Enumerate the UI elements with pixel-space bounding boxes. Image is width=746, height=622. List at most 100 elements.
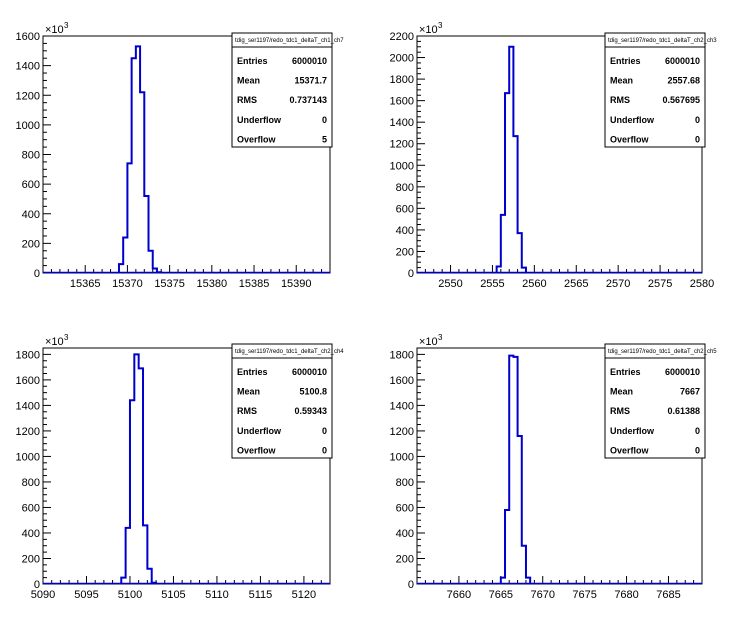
y-tick-label: 600: [22, 179, 40, 191]
x-tick-label: 2555: [480, 278, 504, 290]
y-tick-label: 1800: [390, 74, 414, 86]
stats-label: Entries: [610, 367, 641, 377]
x-tick-label: 7665: [489, 589, 513, 601]
stats-value: 7667: [680, 387, 700, 397]
y-tick-label: 1000: [390, 160, 414, 172]
stats-box-frame: [604, 343, 706, 459]
y-tick-label: 600: [22, 502, 40, 514]
stats-value: 6000010: [292, 56, 327, 66]
y-multiplier-label: ×10: [45, 336, 64, 348]
y-tick-label: 1200: [390, 139, 414, 151]
stats-box: tdig_ser1197/redo_tdc1_deltaT_ch1_ch7 Ent…: [231, 32, 344, 148]
x-tick-label: 2575: [648, 278, 672, 290]
y-tick-label: 1000: [16, 451, 40, 463]
y-tick-label: 1400: [390, 400, 414, 412]
x-tick-label: 15365: [70, 278, 101, 290]
stats-label: RMS: [237, 95, 257, 105]
y-tick-label: 200: [22, 553, 40, 565]
x-tick-label: 7680: [614, 589, 638, 601]
stats-label: Entries: [610, 56, 641, 66]
y-multiplier-label: ×10: [419, 24, 438, 36]
stats-label: Mean: [610, 387, 633, 397]
stats-title: tdig_ser1197/redo_tdc1_deltaT_ch2_ch4: [235, 349, 344, 355]
histogram-panel: 0 200 400 600 800 1000 1200 1400 1600 1800 5090 509…: [16, 333, 345, 601]
stats-value: 0: [322, 445, 327, 455]
stats-value: 0: [322, 426, 327, 436]
x-tick-label: 5115: [249, 589, 273, 601]
y-tick-label: 1600: [390, 96, 414, 108]
y-multiplier-label: ×10: [45, 24, 64, 36]
stats-box-frame: [231, 32, 333, 148]
stats-value: 15371.7: [294, 76, 327, 86]
stats-value: 0: [322, 115, 327, 125]
stats-label: RMS: [237, 406, 257, 416]
stats-value: 5100.8: [299, 387, 327, 397]
y-tick-label: 1600: [16, 375, 40, 387]
y-tick-label: 0: [408, 268, 414, 280]
stats-box-frame: [231, 343, 333, 459]
stats-value: 2557.68: [667, 76, 700, 86]
stats-title: tdig_ser1197/redo_tdc1_deltaT_ch2_ch5: [608, 349, 717, 355]
stats-title: tdig_ser1197/redo_tdc1_deltaT_ch1_ch7: [235, 38, 344, 44]
x-tick-label: 2560: [522, 278, 546, 290]
histogram-series: [120, 353, 158, 584]
stats-label: Entries: [237, 56, 268, 66]
x-tick-label: 7660: [447, 589, 471, 601]
x-tick-label: 15370: [112, 278, 143, 290]
y-tick-label: 600: [396, 502, 414, 514]
y-tick-label: 1400: [16, 400, 40, 412]
histogram-panel: 0 200 400 600 800 1000 1200 1400 1600 15365 15370 1…: [16, 21, 345, 290]
y-tick-label: 400: [22, 209, 40, 221]
y-multiplier-exponent: 3: [64, 21, 69, 30]
stats-label: Underflow: [237, 115, 282, 125]
stats-value: 0: [695, 445, 700, 455]
stats-label: Mean: [237, 76, 260, 86]
x-tick-label: 5090: [31, 589, 55, 601]
stats-label: Overflow: [610, 134, 650, 144]
y-tick-label: 2000: [390, 53, 414, 65]
stats-value: 0.567695: [662, 95, 700, 105]
y-multiplier-label: ×10: [419, 336, 438, 348]
x-tick-label: 15390: [281, 278, 312, 290]
y-multiplier-exponent: 3: [438, 333, 443, 342]
stats-box: tdig_ser1197/redo_tdc1_deltaT_ch2_ch4 Ent…: [231, 343, 344, 459]
stats-value: 6000010: [665, 367, 700, 377]
stats-value: 5: [322, 134, 327, 144]
y-tick-label: 1400: [16, 61, 40, 73]
y-tick-label: 0: [34, 268, 40, 280]
stats-label: Overflow: [237, 134, 277, 144]
x-tick-label: 5095: [74, 589, 98, 601]
stats-value: 0: [695, 134, 700, 144]
histogram-panel: 0 200 400 600 800 1000 1200 1400 1600 1800 2000 220…: [390, 21, 718, 290]
x-tick-label: 5100: [118, 589, 142, 601]
x-tick-label: 5105: [161, 589, 185, 601]
y-tick-label: 200: [396, 246, 414, 258]
x-tick-label: 7675: [572, 589, 596, 601]
stats-label: Overflow: [237, 445, 277, 455]
stats-value: 0: [695, 426, 700, 436]
histogram-series: [495, 45, 527, 273]
y-tick-label: 1200: [16, 426, 40, 438]
y-tick-label: 1600: [390, 375, 414, 387]
y-tick-label: 800: [22, 477, 40, 489]
stats-value: 6000010: [665, 56, 700, 66]
histogram-series: [499, 354, 532, 584]
y-tick-label: 1800: [16, 349, 40, 361]
y-tick-label: 1200: [390, 426, 414, 438]
y-tick-label: 1000: [16, 120, 40, 132]
stats-label: Underflow: [610, 115, 655, 125]
x-tick-label: 2565: [564, 278, 588, 290]
y-tick-label: 1800: [390, 349, 414, 361]
stats-label: Overflow: [610, 445, 650, 455]
y-tick-label: 400: [22, 528, 40, 540]
stats-label: Underflow: [237, 426, 282, 436]
stats-box: tdig_ser1197/redo_tdc1_deltaT_ch2_ch5 Ent…: [604, 343, 717, 459]
y-tick-label: 800: [396, 182, 414, 194]
stats-label: RMS: [610, 406, 630, 416]
histogram-panel: 0 200 400 600 800 1000 1200 1400 1600 1800 7660 766…: [390, 333, 718, 601]
y-tick-label: 400: [396, 528, 414, 540]
y-tick-label: 800: [396, 477, 414, 489]
stats-box: tdig_ser1197/redo_tdc1_deltaT_ch2_ch3 Ent…: [604, 32, 717, 148]
y-tick-label: 800: [22, 150, 40, 162]
